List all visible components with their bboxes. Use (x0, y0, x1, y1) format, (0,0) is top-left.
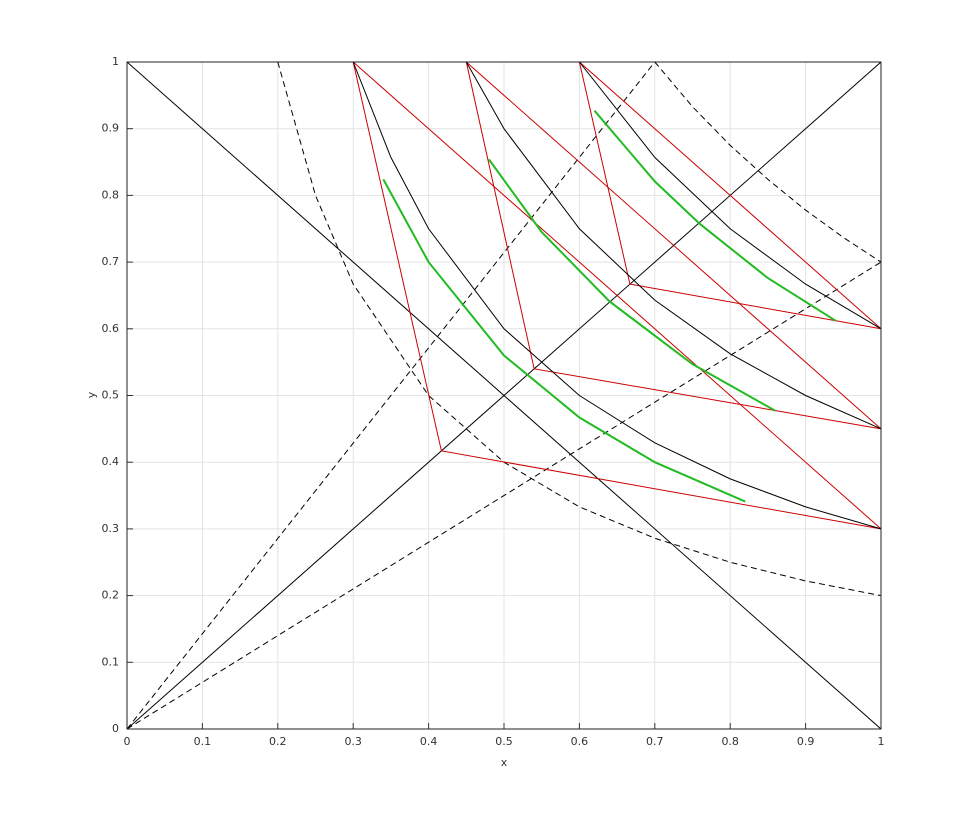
series-line (126, 261, 882, 730)
y-tick-label: 0.4 (102, 455, 120, 468)
series-line (579, 61, 882, 330)
y-tick-label: 0.6 (102, 322, 120, 335)
series-line (126, 61, 882, 730)
series-line (126, 61, 656, 730)
y-tick-label: 1 (112, 55, 119, 68)
series-line (465, 61, 882, 430)
x-tick-label: 0.2 (269, 735, 287, 748)
x-tick-label: 0.7 (646, 735, 664, 748)
y-tick-label: 0.2 (102, 589, 120, 602)
series-line (593, 110, 837, 322)
y-tick-label: 0.9 (102, 122, 120, 135)
series-line (488, 158, 776, 412)
y-tick-label: 0.5 (102, 389, 120, 402)
series-line (578, 61, 882, 330)
y-tick-label: 0.8 (102, 188, 120, 201)
x-tick-label: 0.3 (344, 735, 362, 748)
series-line (382, 178, 746, 503)
x-axis-label: x (501, 756, 508, 769)
series-line (465, 61, 882, 430)
series-line (654, 61, 882, 263)
x-tick-label: 0.6 (571, 735, 589, 748)
y-tick-label: 0.1 (102, 655, 120, 668)
series-line (277, 61, 882, 597)
x-tick-label: 1 (878, 735, 885, 748)
y-tick-label: 0 (112, 722, 119, 735)
x-tick-label: 0.8 (721, 735, 739, 748)
series-line (352, 61, 882, 530)
x-tick-label: 0.4 (420, 735, 438, 748)
x-tick-label: 0.1 (194, 735, 212, 748)
x-tick-label: 0.9 (797, 735, 815, 748)
x-tick-label: 0 (124, 735, 131, 748)
y-tick-label: 0.3 (102, 522, 120, 535)
series-line (352, 61, 882, 530)
x-tick-label: 0.5 (495, 735, 513, 748)
y-axis-label: y (85, 391, 98, 398)
axes-box (126, 61, 882, 730)
series-line (465, 61, 882, 430)
series-line (352, 61, 882, 530)
y-tick-label: 0.7 (102, 255, 120, 268)
series-line (579, 61, 882, 330)
